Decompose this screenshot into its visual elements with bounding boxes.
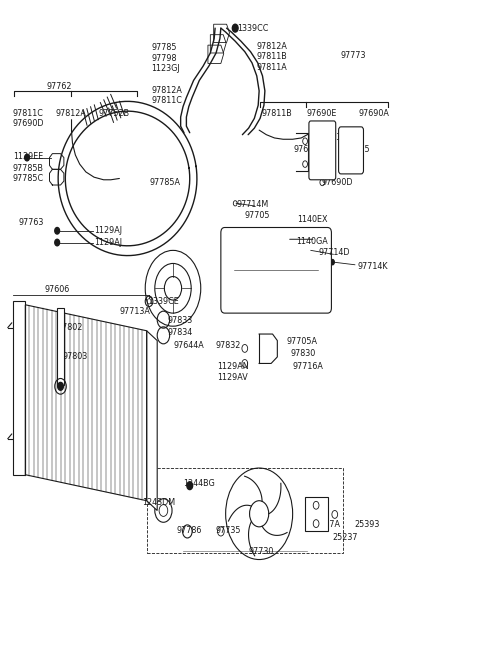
Text: 1140EX: 1140EX: [298, 214, 328, 223]
Text: 97690E: 97690E: [306, 109, 336, 118]
Text: 97705A: 97705A: [287, 337, 318, 346]
FancyBboxPatch shape: [338, 127, 363, 174]
Text: 97644A: 97644A: [174, 341, 204, 350]
Text: 1244BG: 1244BG: [183, 479, 215, 487]
Text: 97752B: 97752B: [99, 109, 130, 118]
Circle shape: [55, 239, 60, 246]
FancyBboxPatch shape: [221, 227, 331, 313]
Text: 97690D: 97690D: [12, 119, 44, 128]
Text: 97785C: 97785C: [12, 174, 44, 183]
Circle shape: [58, 383, 63, 390]
Text: 97812A: 97812A: [152, 86, 182, 96]
Text: 97730: 97730: [249, 546, 274, 555]
Text: 97713A: 97713A: [120, 307, 150, 316]
Text: 97803: 97803: [63, 352, 88, 362]
Text: 1129EE: 1129EE: [12, 152, 43, 160]
Text: 97714D: 97714D: [319, 248, 350, 257]
Bar: [57, 308, 64, 385]
Bar: [147, 468, 343, 553]
Bar: [305, 497, 327, 531]
Text: 97623: 97623: [317, 134, 342, 142]
Text: 1243DM: 1243DM: [142, 498, 175, 507]
Text: 97830: 97830: [290, 349, 315, 358]
Text: 97762: 97762: [46, 83, 72, 92]
Text: 97606: 97606: [45, 285, 70, 294]
Text: 97812A: 97812A: [56, 109, 86, 118]
Text: 25237: 25237: [332, 533, 358, 542]
FancyBboxPatch shape: [309, 121, 336, 179]
Text: 97716A: 97716A: [293, 362, 324, 371]
Text: 97786: 97786: [177, 525, 202, 534]
Circle shape: [55, 227, 60, 234]
Text: 97690D: 97690D: [322, 178, 353, 187]
Text: 25393: 25393: [355, 520, 380, 529]
Text: 1339CC: 1339CC: [238, 24, 269, 33]
Circle shape: [24, 155, 29, 161]
Polygon shape: [24, 305, 147, 500]
Text: 97832: 97832: [215, 341, 240, 350]
Text: 97798: 97798: [152, 54, 177, 63]
Text: 97737A: 97737A: [310, 520, 340, 529]
Circle shape: [187, 481, 192, 489]
Text: 97690E: 97690E: [294, 145, 324, 153]
Text: 1129AN: 1129AN: [217, 362, 249, 371]
Text: 97811C: 97811C: [152, 96, 182, 105]
Text: 97811B: 97811B: [257, 52, 288, 62]
Text: 1123GJ: 1123GJ: [152, 64, 180, 73]
Circle shape: [308, 248, 312, 253]
Text: 97763: 97763: [19, 218, 44, 227]
Text: 97705: 97705: [245, 210, 270, 219]
Text: 97785B: 97785B: [12, 164, 44, 172]
Circle shape: [232, 24, 238, 32]
Text: 97735: 97735: [215, 525, 240, 534]
Text: 1129AJ: 1129AJ: [94, 238, 122, 247]
Text: 1339CE: 1339CE: [148, 297, 179, 306]
Polygon shape: [147, 331, 157, 510]
Text: 97714K: 97714K: [357, 261, 388, 271]
Text: 97755: 97755: [344, 145, 370, 153]
Text: 97811C: 97811C: [12, 109, 44, 118]
Text: 97785: 97785: [152, 43, 177, 52]
Text: 97834: 97834: [167, 328, 192, 337]
Text: 97690A: 97690A: [359, 109, 390, 118]
Text: 97714M: 97714M: [236, 200, 268, 209]
Text: 97811A: 97811A: [257, 63, 288, 72]
Bar: [12, 301, 24, 475]
Text: 1129AV: 1129AV: [217, 373, 248, 383]
Circle shape: [330, 259, 334, 265]
Text: 1140GA: 1140GA: [297, 236, 328, 246]
Text: 97812A: 97812A: [257, 42, 288, 51]
Text: 97773: 97773: [340, 51, 366, 60]
Text: 1129AJ: 1129AJ: [94, 226, 122, 235]
Text: 97811B: 97811B: [262, 109, 292, 118]
Text: 97785A: 97785A: [149, 178, 180, 187]
Text: 97802: 97802: [57, 323, 83, 332]
Text: 97833: 97833: [167, 316, 192, 326]
